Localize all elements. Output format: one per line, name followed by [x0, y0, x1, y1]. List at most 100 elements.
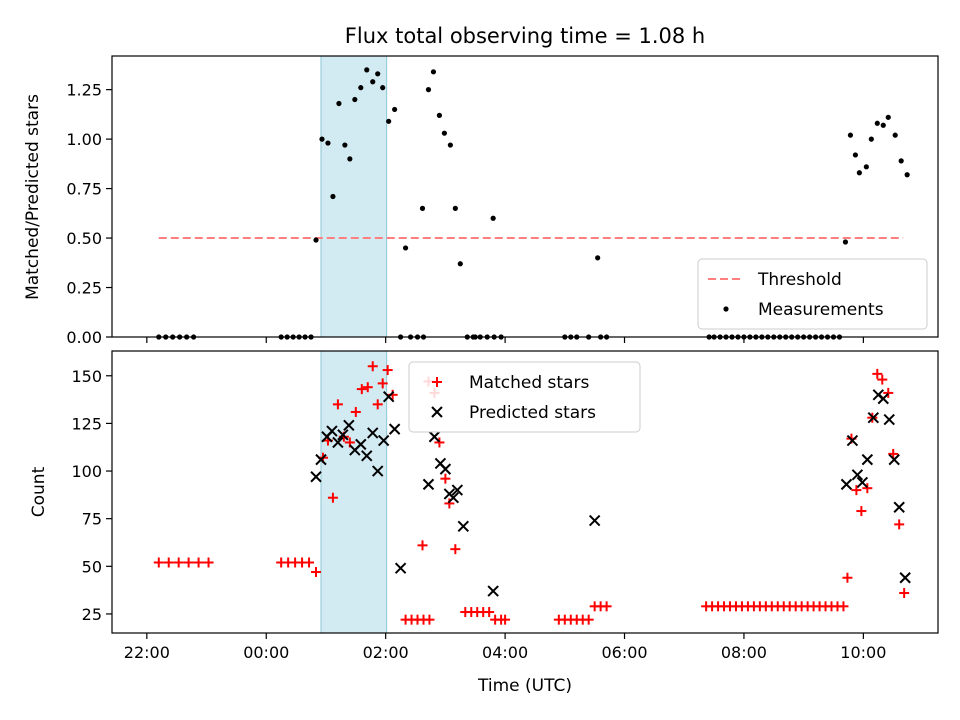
x-stroke: [315, 453, 327, 466]
x-stroke: [361, 450, 373, 462]
predicted-star-point: [846, 434, 859, 447]
x-stroke: [856, 476, 869, 489]
measurement-point: [386, 118, 392, 124]
x-stroke: [457, 520, 470, 533]
x-stroke: [428, 431, 441, 443]
matched-star-point: [851, 485, 862, 496]
ratio-legend: Threshold Measurements: [697, 258, 928, 330]
x-stroke: [434, 457, 447, 470]
predicted-star-point: [893, 501, 905, 513]
measurement-points: [156, 67, 910, 340]
matched-star-point: [856, 506, 867, 517]
legend-label: Matched stars: [469, 373, 589, 393]
y-tick-label: 25: [82, 605, 102, 624]
predicted-star-point: [337, 429, 349, 441]
ratio-y-axis-label: Matched/Predicted stars: [23, 94, 43, 300]
x-stroke: [893, 501, 905, 513]
predicted-star-point: [388, 423, 401, 435]
measurement-point: [874, 120, 880, 126]
x-stroke: [388, 423, 401, 435]
predicted-star-point: [332, 436, 344, 449]
matched-star-point: [877, 374, 888, 385]
x-stroke: [439, 463, 452, 475]
ratio-x-ticks: [146, 337, 864, 343]
measurement-point: [852, 152, 859, 158]
predicted-star-point: [856, 476, 869, 489]
matched-star-point: [417, 540, 428, 551]
count-panel: 25 50 75 100 125 150 22:00 00:00 02:00 04:00 06:0…: [29, 350, 939, 696]
x-stroke: [431, 406, 443, 418]
matched-star-point: [193, 557, 204, 568]
predicted-star-point: [447, 492, 460, 504]
measurement-point: [595, 255, 601, 261]
y-tick-label: 0.00: [66, 328, 102, 347]
predicted-star-point: [451, 484, 464, 496]
predicted-star-point: [372, 465, 384, 477]
x-stroke: [332, 436, 344, 449]
matched-star-point: [153, 557, 164, 568]
x-axis-label: Time (UTC): [477, 676, 572, 696]
x-stroke: [851, 469, 864, 481]
y-tick-label: 50: [82, 557, 102, 576]
measurement-point: [880, 122, 886, 128]
matched-star-point: [332, 399, 343, 410]
predicted-star-point: [382, 391, 395, 403]
measurement-point: [370, 79, 376, 85]
measurement-point: [352, 96, 358, 103]
matched-star-point: [382, 365, 393, 376]
x-tick-label: 10:00: [840, 643, 886, 662]
predicted-star-point: [851, 469, 864, 481]
matched-star-point: [601, 601, 612, 612]
matched-star-point: [440, 473, 451, 484]
predicted-star-point: [367, 427, 379, 439]
matched-star-point: [163, 557, 174, 568]
matched-star-point: [484, 607, 495, 618]
measurement-point: [868, 136, 874, 142]
matched-star-point: [327, 492, 338, 503]
x-stroke: [861, 453, 874, 466]
matched-star-point: [434, 437, 445, 448]
x-stroke: [877, 392, 889, 405]
legend-matched-swatch: [432, 377, 442, 387]
x-stroke: [337, 429, 349, 441]
measurement-point: [325, 140, 331, 146]
measurement-point: [419, 205, 426, 211]
measurement-point: [347, 156, 353, 162]
x-stroke: [355, 438, 367, 451]
predicted-star-point: [588, 514, 601, 527]
matched-star-point: [203, 557, 214, 568]
matched-star-point: [842, 572, 853, 583]
measurement-point: [863, 164, 869, 170]
matched-star-point: [173, 557, 184, 568]
matched-star-point: [872, 368, 883, 379]
predicted-star-point: [457, 520, 470, 533]
matched-star-point: [450, 544, 461, 555]
count-x-ticks: 22:00 00:00 02:00 04:00 06:00 08:00 10:00: [124, 633, 886, 662]
predicted-star-point: [394, 562, 407, 574]
measurement-point: [392, 106, 398, 113]
predicted-star-point: [883, 413, 895, 426]
measurement-point: [358, 85, 364, 91]
measurement-point: [430, 69, 437, 75]
matched-star-point: [500, 614, 511, 625]
x-stroke: [382, 391, 395, 403]
x-tick-label: 02:00: [363, 643, 409, 662]
y-tick-label: 150: [71, 367, 102, 386]
legend-label: Threshold: [757, 270, 842, 290]
y-tick-label: 1.00: [66, 130, 102, 149]
measurement-point: [342, 142, 348, 148]
predicted-star-point: [439, 463, 452, 475]
predicted-star-point: [422, 478, 435, 491]
x-stroke: [394, 562, 407, 574]
count-points: [153, 361, 911, 625]
x-stroke: [377, 434, 390, 447]
predicted-star-point: [840, 478, 853, 491]
measurement-point: [490, 215, 496, 221]
matched-star-point: [183, 557, 194, 568]
matched-star-point: [444, 498, 455, 509]
measurement-point: [402, 245, 409, 251]
measurement-point: [319, 136, 325, 142]
matched-star-point: [356, 384, 367, 395]
predicted-star-point: [377, 434, 390, 447]
